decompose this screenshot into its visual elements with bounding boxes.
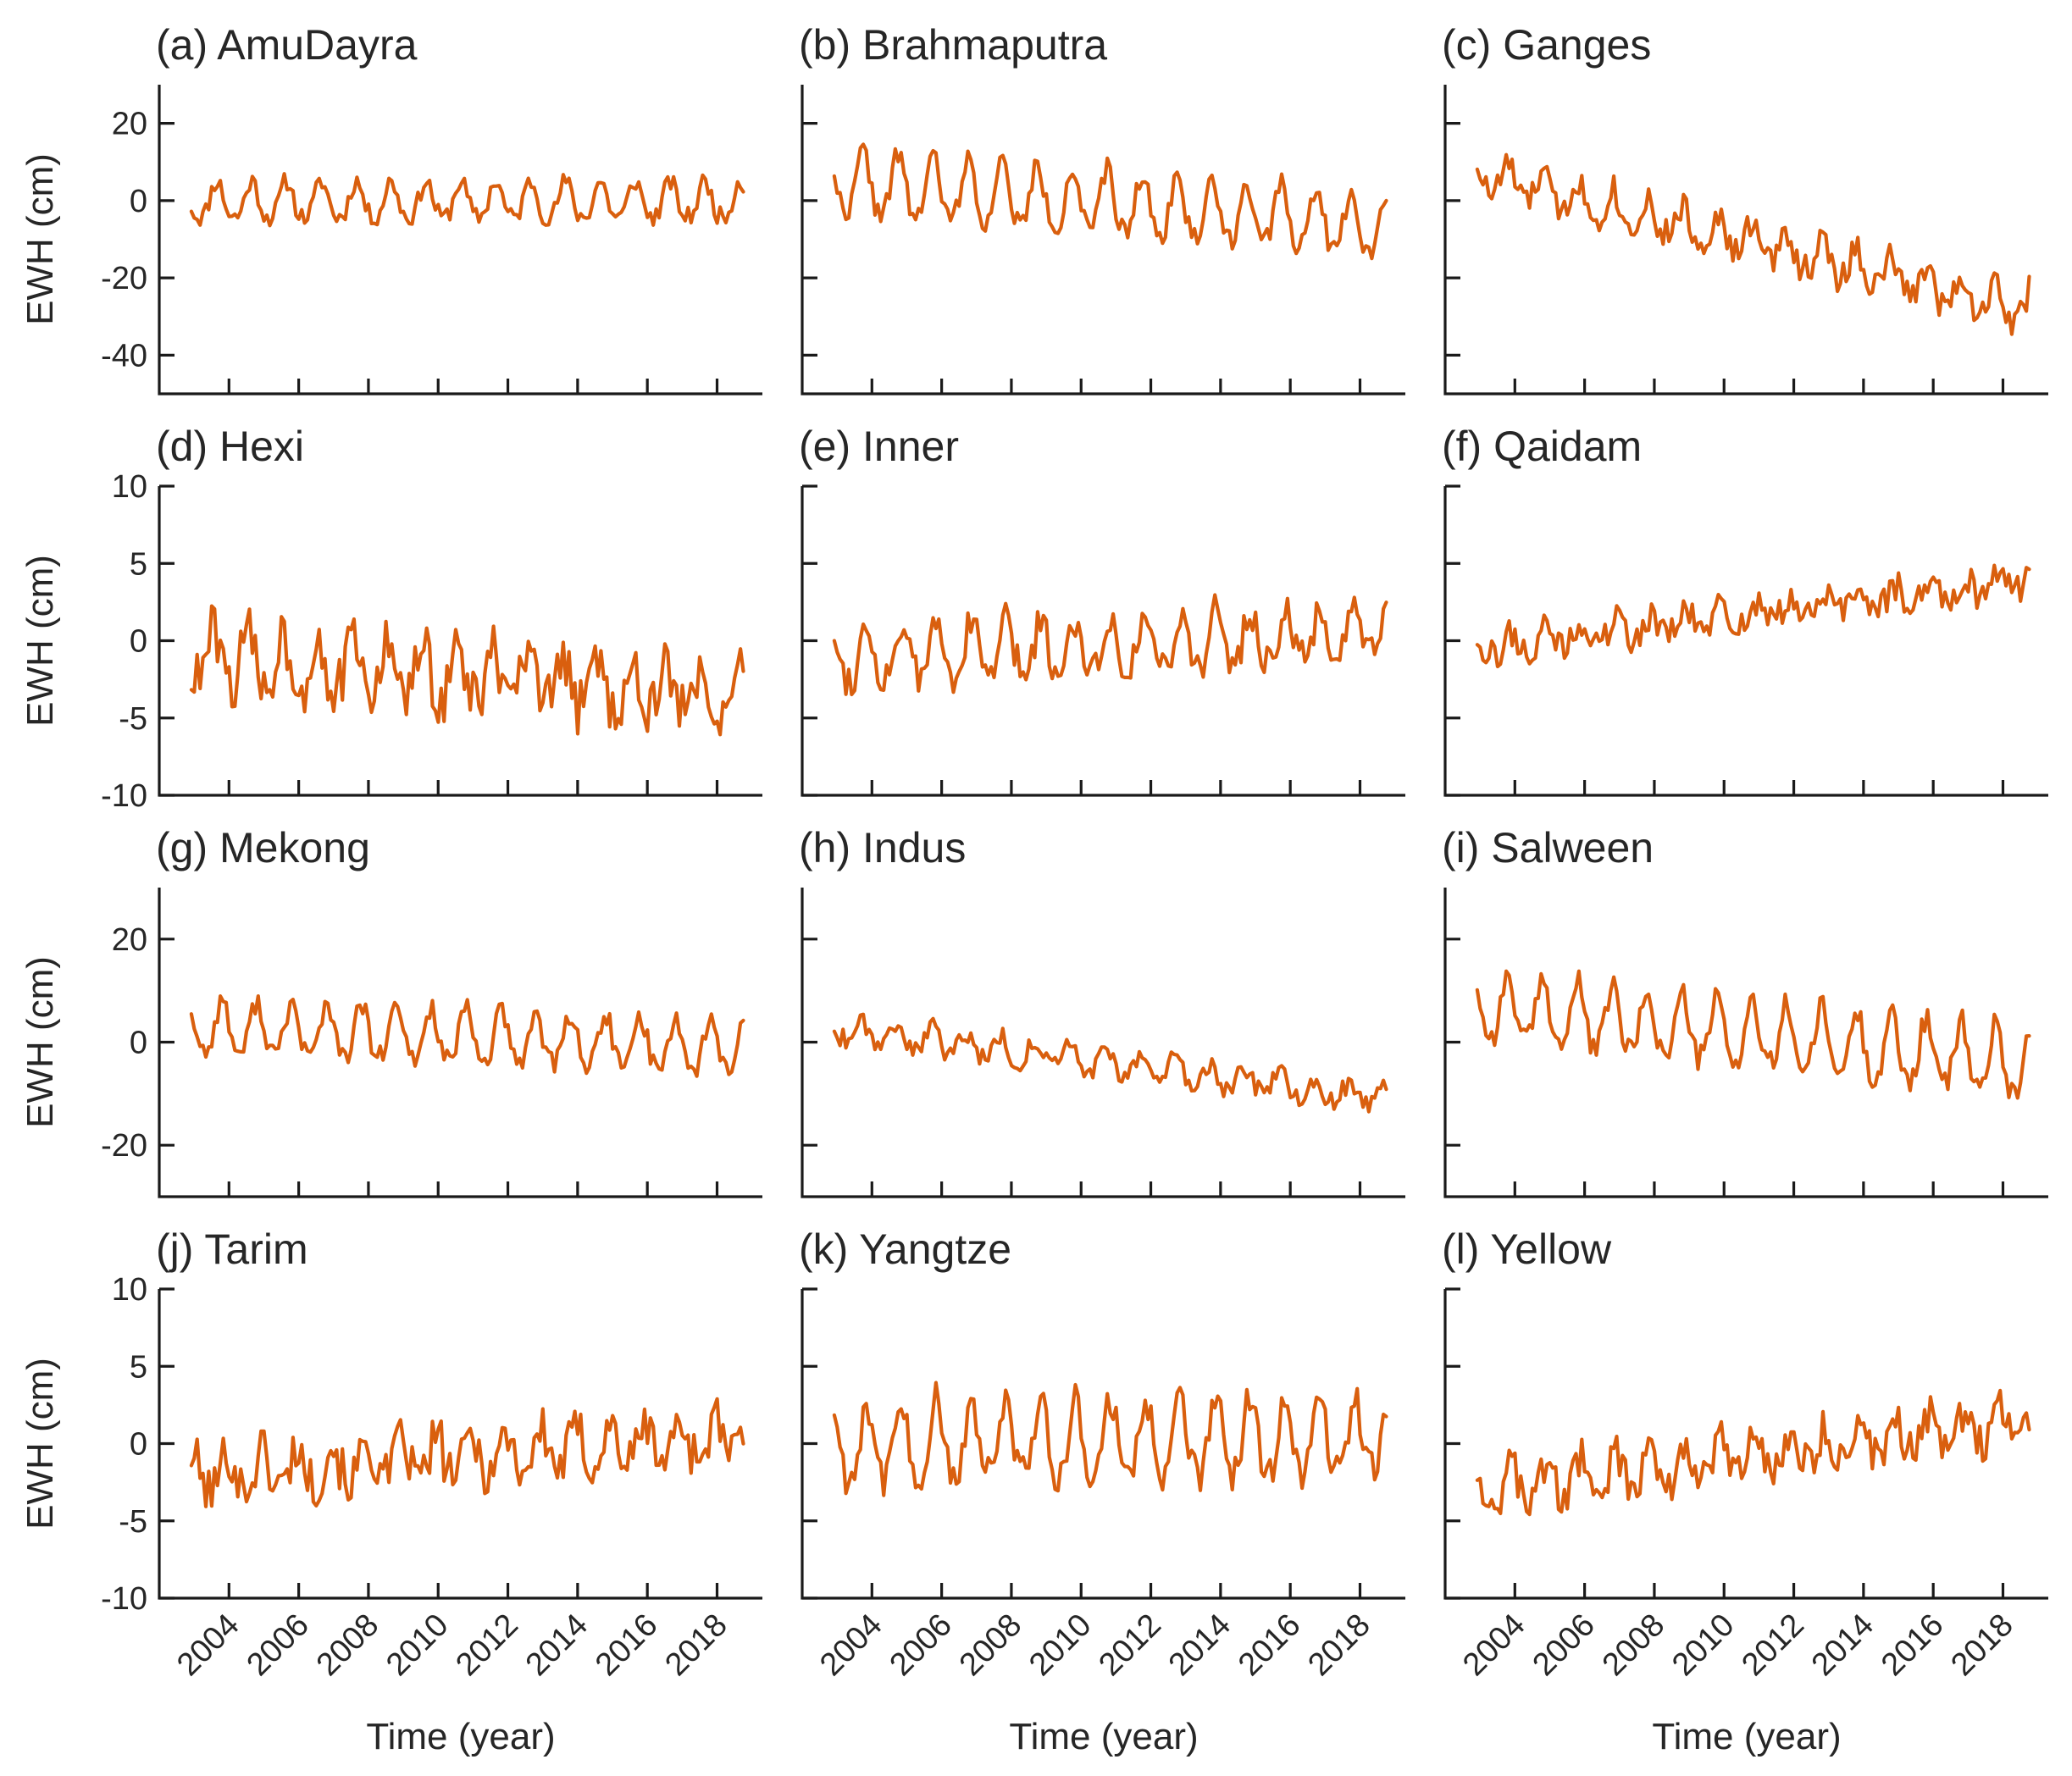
panel-7: (h) Indus (799, 824, 1405, 1198)
series-line (189, 994, 745, 1078)
panel-8: (i) Salween (1442, 824, 2048, 1198)
axis-frame (1443, 1289, 2048, 1600)
axis-frame (1443, 888, 2048, 1198)
series-line (189, 1397, 745, 1508)
panel-title: (g) Mekong (156, 824, 370, 871)
x-axis-label: Time (year) (1009, 1716, 1198, 1757)
series-line (832, 1380, 1388, 1497)
x-tick-label: 2014 (1162, 1607, 1238, 1683)
panel-title: (f) Qaidam (1442, 423, 1642, 470)
axis-frame (158, 888, 762, 1198)
y-tick-label: 5 (130, 1349, 147, 1385)
series-line (1475, 969, 2031, 1100)
panel-0: (a) AmuDayra 20 0 -20 -40 EWH (cm) (19, 21, 762, 396)
y-axis-label: EWH (cm) (19, 153, 61, 325)
y-axis-label: EWH (cm) (19, 956, 61, 1128)
y-axis-label: EWH (cm) (19, 555, 61, 727)
y-tick-label: -20 (101, 1128, 147, 1164)
axis-frame (801, 85, 1405, 396)
y-tick-label: 10 (112, 469, 147, 505)
x-tick-label: 2008 (953, 1607, 1028, 1683)
y-tick-label: -5 (119, 701, 147, 737)
y-tick-label: 0 (130, 1427, 147, 1463)
panel-6: (g) Mekong 20 0 -20 EWH (cm) (19, 824, 762, 1198)
axis-frame (801, 486, 1405, 797)
panel-5: (f) Qaidam (1442, 423, 2048, 797)
y-tick-label: 0 (130, 624, 147, 660)
x-tick-label: 2014 (519, 1607, 595, 1683)
y-tick-label: 10 (112, 1272, 147, 1308)
series-line (1475, 563, 2031, 669)
x-tick-label: 2018 (1944, 1607, 2019, 1683)
x-axis-label: Time (year) (366, 1716, 555, 1757)
axis-frame (801, 1289, 1405, 1600)
axis-frame (801, 888, 1405, 1198)
panel-title: (a) AmuDayra (156, 21, 418, 69)
x-tick-label: 2006 (884, 1607, 959, 1683)
y-tick-label: 0 (130, 184, 147, 219)
y-tick-label: 20 (112, 107, 147, 142)
y-tick-label: 0 (130, 1026, 147, 1061)
x-tick-label: 2016 (1232, 1607, 1307, 1683)
panel-title: (i) Salween (1442, 824, 1654, 871)
x-tick-label: 2016 (589, 1607, 664, 1683)
x-tick-label: 2018 (1301, 1607, 1377, 1683)
axis-frame (1443, 85, 2048, 396)
series-line (832, 1012, 1388, 1114)
x-tick-label: 2004 (813, 1607, 889, 1683)
y-tick-label: -10 (101, 778, 147, 814)
y-tick-label: 20 (112, 922, 147, 958)
panel-title: (j) Tarim (156, 1225, 308, 1273)
x-tick-label: 2006 (1526, 1607, 1602, 1683)
x-tick-label: 2008 (1596, 1607, 1671, 1683)
x-axis-label: Time (year) (1652, 1716, 1841, 1757)
y-tick-label: -20 (101, 261, 147, 296)
series-line (1475, 152, 2031, 336)
panel-11: (l) Yellow 200420062008201020122014201620… (1442, 1225, 2048, 1757)
axis-frame (158, 486, 762, 797)
x-tick-label: 2012 (1735, 1607, 1810, 1683)
x-tick-label: 2010 (1665, 1607, 1741, 1683)
axis-frame (158, 1289, 762, 1600)
panel-title: (b) Brahmaputra (799, 21, 1107, 69)
x-tick-label: 2004 (1456, 1607, 1532, 1683)
x-tick-label: 2010 (379, 1607, 455, 1683)
x-tick-label: 2012 (449, 1607, 524, 1683)
panel-title: (l) Yellow (1442, 1225, 1612, 1273)
panel-4: (e) Inner (799, 423, 1405, 797)
x-tick-label: 2014 (1805, 1607, 1881, 1683)
panel-9: (j) Tarim1050-5-102004200620082010201220… (19, 1225, 762, 1757)
panel-title: (h) Indus (799, 824, 966, 871)
series-line (189, 172, 745, 228)
x-tick-label: 2008 (310, 1607, 385, 1683)
axis-frame (158, 85, 762, 396)
x-tick-label: 2016 (1875, 1607, 1950, 1683)
panel-10: (k) Yangtze 20042006200820102012201420162… (799, 1225, 1405, 1757)
x-tick-label: 2012 (1092, 1607, 1167, 1683)
axis-frame (1443, 486, 2048, 797)
panel-title: (k) Yangtze (799, 1225, 1011, 1273)
x-tick-label: 2018 (658, 1607, 734, 1683)
panel-title: (c) Ganges (1442, 21, 1651, 69)
panel-title: (e) Inner (799, 423, 959, 470)
series-line (189, 604, 745, 737)
panel-title: (d) Hexi (156, 423, 304, 470)
panel-2: (c) Ganges (1442, 21, 2048, 396)
series-line (832, 142, 1388, 261)
y-tick-label: -10 (101, 1581, 147, 1617)
x-tick-label: 2010 (1022, 1607, 1098, 1683)
y-tick-label: -5 (119, 1504, 147, 1540)
series-line (832, 593, 1388, 697)
y-tick-label: -40 (101, 338, 147, 373)
panel-1: (b) Brahmaputra (799, 21, 1405, 396)
y-tick-label: 5 (130, 546, 147, 582)
x-tick-label: 2006 (241, 1607, 316, 1683)
series-line (1475, 1388, 2031, 1517)
x-tick-label: 2004 (170, 1607, 246, 1683)
y-axis-label: EWH (cm) (19, 1358, 61, 1530)
